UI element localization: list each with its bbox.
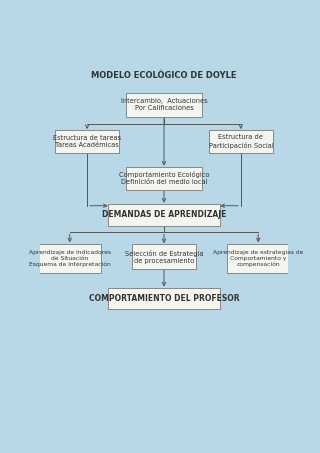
FancyBboxPatch shape [209,130,273,153]
Text: Aprendizaje de estrategias de
Comportamiento y
compensación: Aprendizaje de estrategias de Comportami… [213,250,303,267]
FancyBboxPatch shape [125,167,203,189]
Text: Aprendizaje de Indicadores
de Situación
Esquema de interpretación: Aprendizaje de Indicadores de Situación … [29,250,111,267]
Text: COMPORTAMIENTO DEL PROFESOR: COMPORTAMIENTO DEL PROFESOR [89,294,239,303]
FancyBboxPatch shape [132,245,196,269]
FancyBboxPatch shape [227,244,289,273]
Text: Estructura de
Participación Social: Estructura de Participación Social [209,135,273,149]
Text: Intercambio,  Actuaciones
Por Calificaciones: Intercambio, Actuaciones Por Calificacio… [121,98,207,111]
FancyBboxPatch shape [39,244,101,273]
Text: Estructura de tareas
Tareas Académicas: Estructura de tareas Tareas Académicas [53,135,121,148]
FancyBboxPatch shape [108,204,220,226]
FancyBboxPatch shape [108,288,220,309]
FancyBboxPatch shape [125,93,203,117]
Text: Selección de Estrategia
de procesamiento: Selección de Estrategia de procesamiento [125,250,203,264]
Text: DEMANDAS DE APRENDIZAJE: DEMANDAS DE APRENDIZAJE [102,210,226,219]
Text: Comportamiento Ecológico
Definición del medio local: Comportamiento Ecológico Definición del … [119,171,209,185]
Text: MODELO ECOLÓGICO DE DOYLE: MODELO ECOLÓGICO DE DOYLE [91,71,237,80]
FancyBboxPatch shape [55,130,119,153]
